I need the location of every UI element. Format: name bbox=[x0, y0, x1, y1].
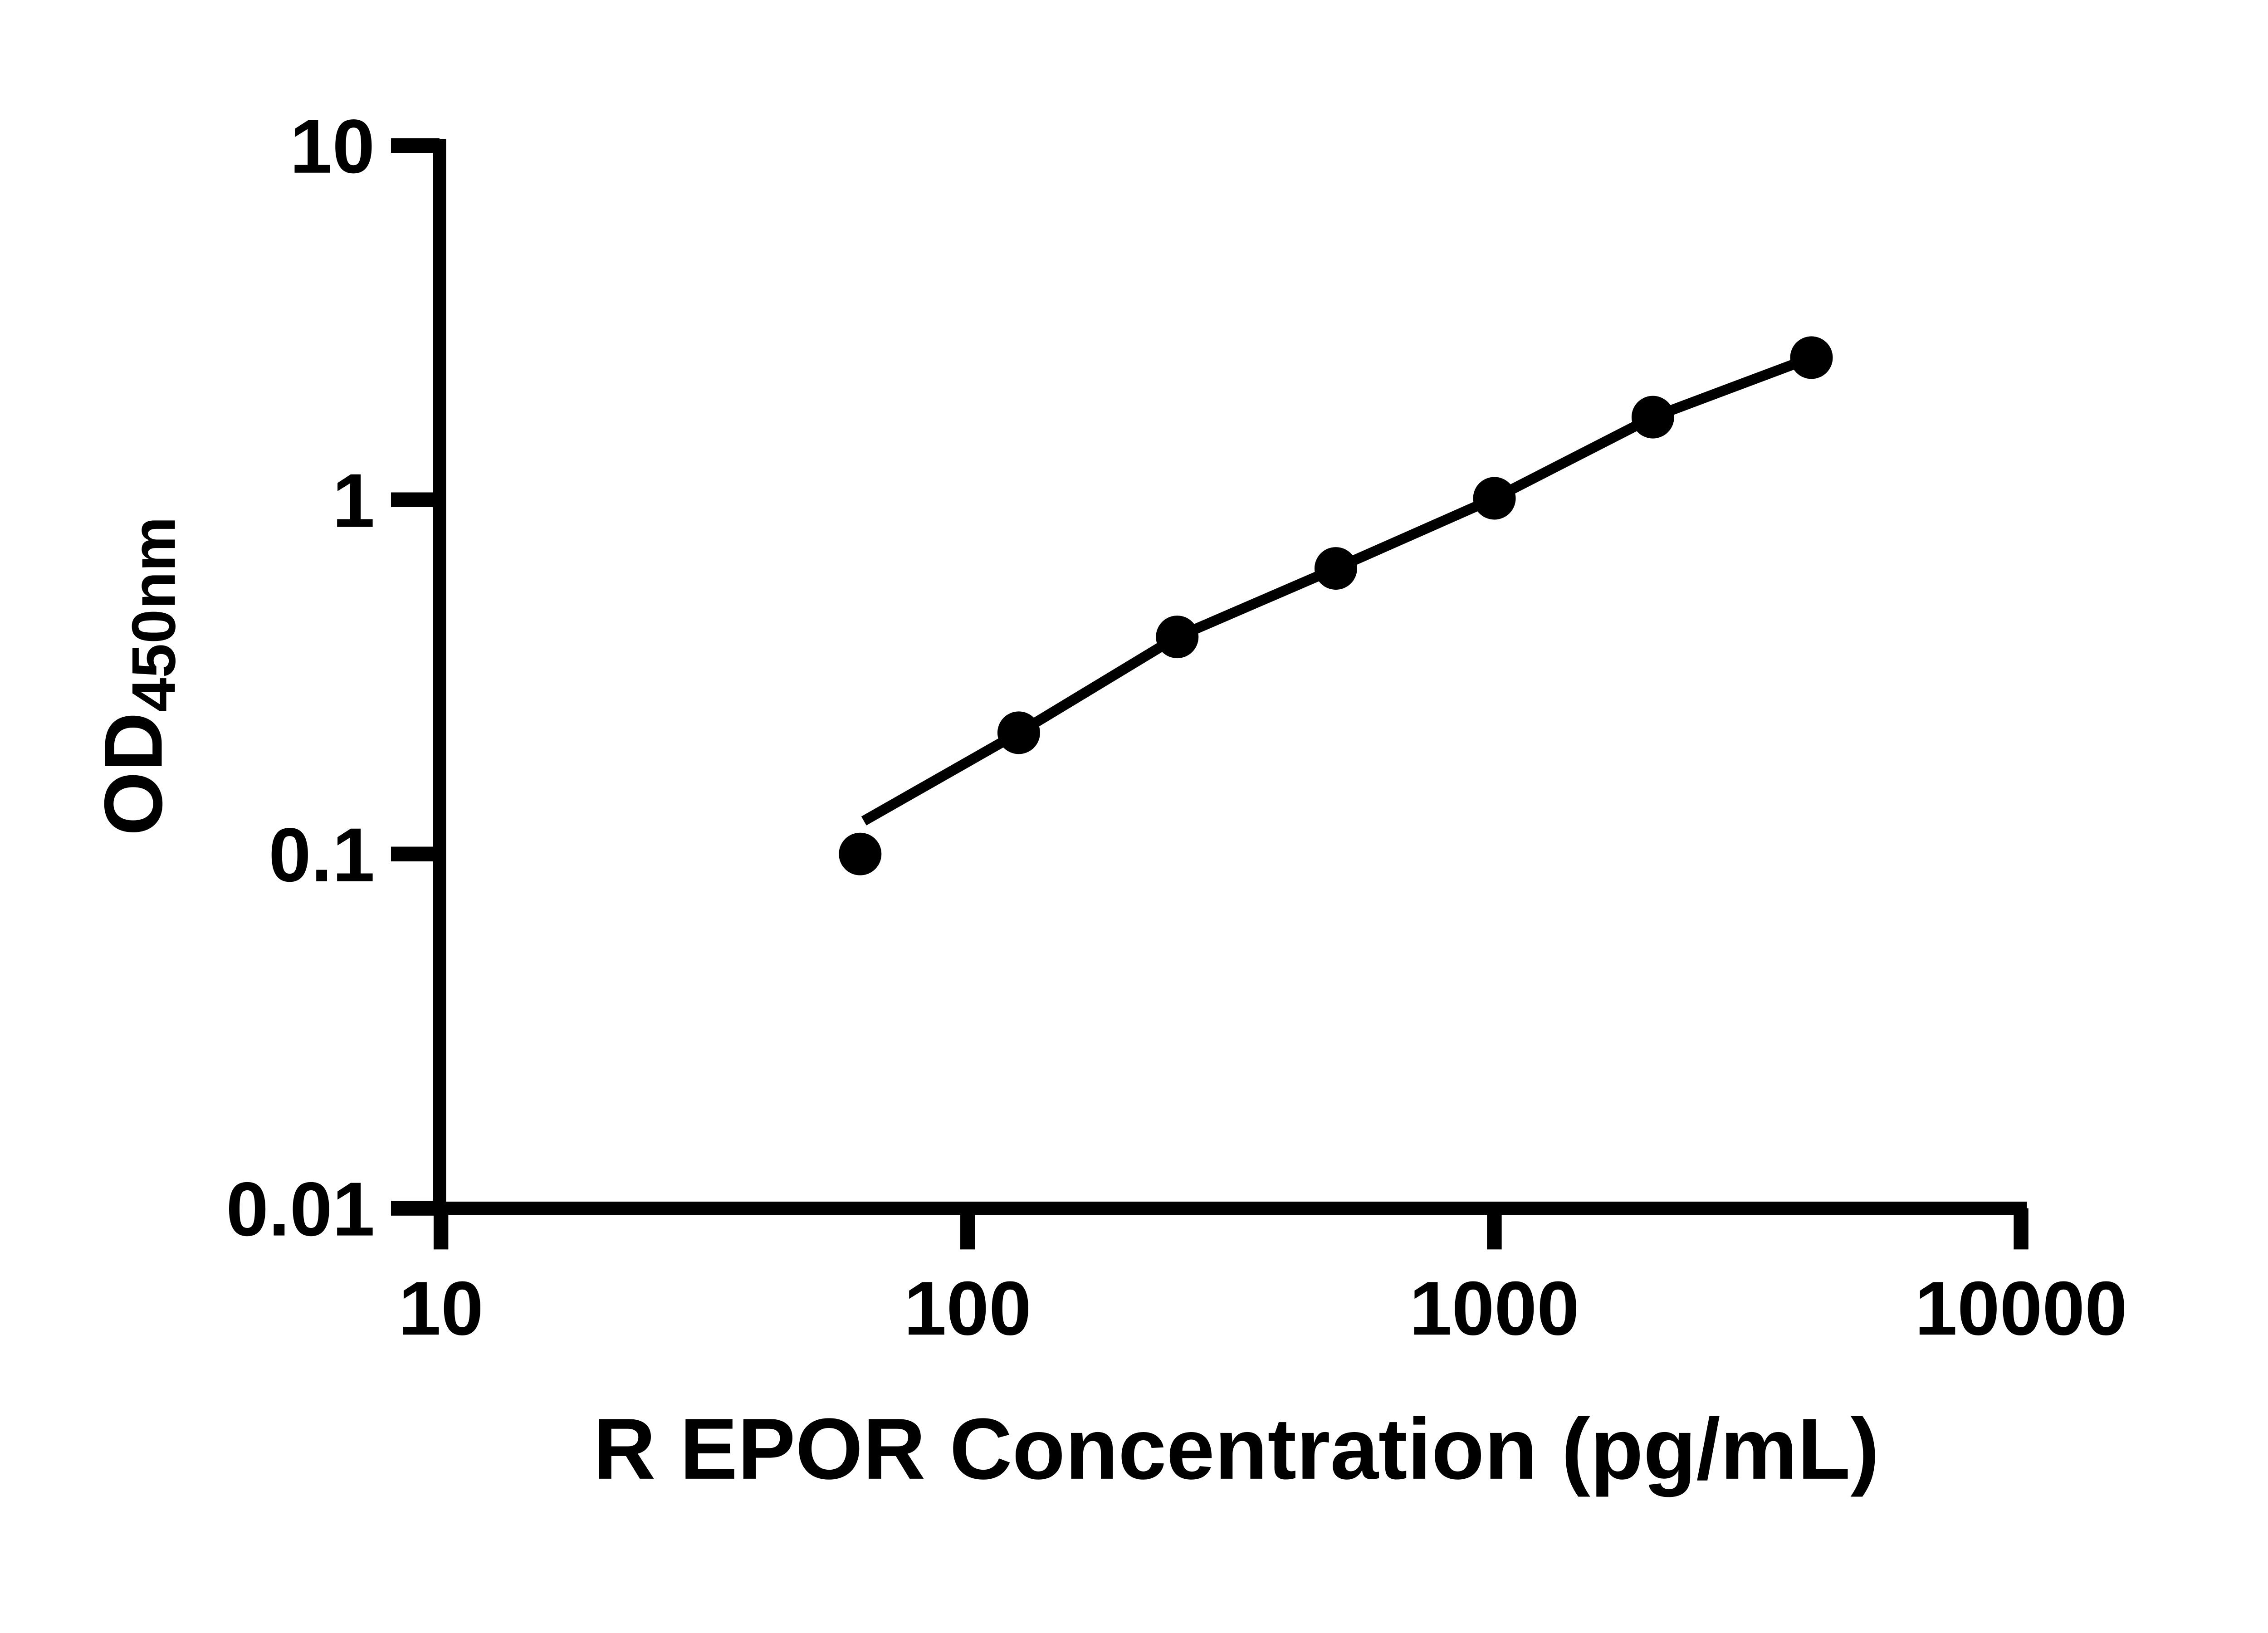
data-points-group bbox=[839, 336, 1833, 875]
elisa-standard-curve-figure: 10 1 0.1 0.01 10 100 1000 10000 R EPOR Concentr… bbox=[88, 103, 2127, 1497]
x-tick-label: 10000 bbox=[1915, 1265, 2127, 1351]
y-tick-label: 0.01 bbox=[226, 1166, 375, 1252]
x-tick-label: 1000 bbox=[1409, 1265, 1579, 1351]
data-point-marker bbox=[1156, 616, 1199, 659]
tick-labels-group: 10 1 0.1 0.01 10 100 1000 10000 bbox=[226, 103, 2127, 1351]
x-axis-title: R EPOR Concentration (pg/mL) bbox=[593, 1400, 1879, 1497]
y-axis-title-subscript: 450nm bbox=[119, 517, 188, 712]
y-axis-title: OD450nm bbox=[88, 517, 188, 836]
y-axis-title-main: OD bbox=[88, 712, 179, 836]
data-point-marker bbox=[1790, 336, 1833, 379]
data-point-marker bbox=[1314, 547, 1357, 590]
data-point-marker bbox=[997, 711, 1040, 754]
x-tick-label: 100 bbox=[904, 1265, 1031, 1351]
y-tick-label: 1 bbox=[332, 458, 375, 543]
axes bbox=[391, 138, 2028, 1250]
data-point-marker bbox=[1631, 396, 1674, 439]
chart-canvas: 10 1 0.1 0.01 10 100 1000 10000 R EPOR Concentr… bbox=[88, 103, 2127, 1497]
y-tick-label: 10 bbox=[290, 103, 375, 189]
data-point-marker bbox=[1473, 477, 1516, 520]
y-tick-label: 0.1 bbox=[269, 812, 375, 898]
x-tick-label: 10 bbox=[398, 1265, 483, 1351]
data-point-marker bbox=[839, 832, 882, 875]
